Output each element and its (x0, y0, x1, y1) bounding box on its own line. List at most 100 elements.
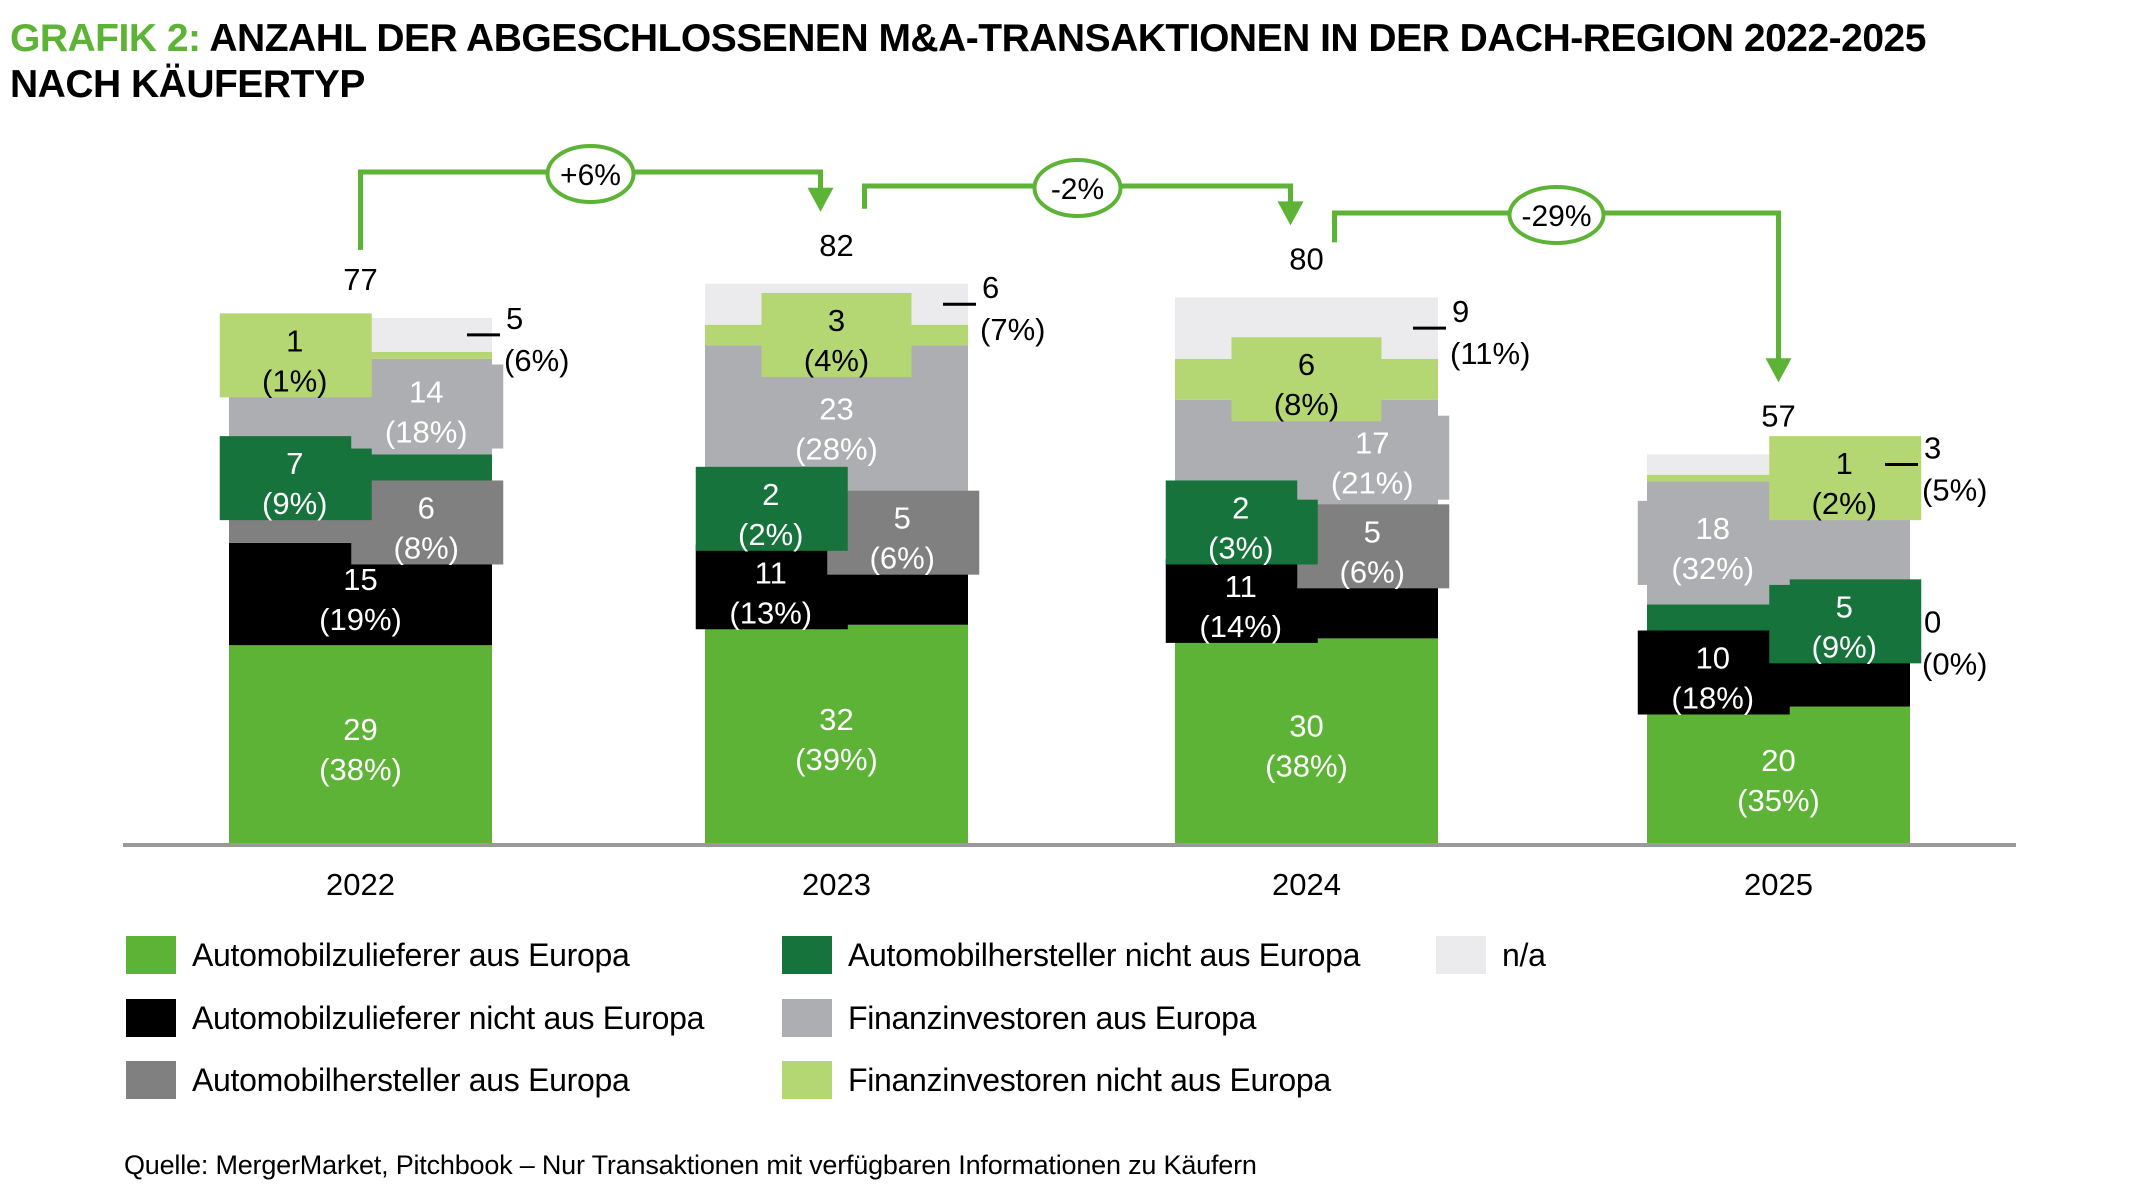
segment-value-label: 9 (1452, 294, 1469, 329)
segment-value-label: 29 (343, 712, 377, 747)
segment-value-label: 23 (819, 392, 853, 427)
labels-layer: 29(38%)15(19%)6(8%)7(9%)14(18%)1(1%)5(6%… (219, 228, 1987, 818)
x-tick-label: 2023 (802, 867, 871, 902)
segment-percent-label: (9%) (1812, 629, 1877, 664)
x-tick-label: 2022 (326, 867, 395, 902)
change-badge (545, 144, 636, 204)
legend-swatch (782, 936, 832, 974)
arrow-head-icon (1765, 358, 1792, 383)
segment-value-label: 2 (762, 477, 779, 512)
segment-value-label: 1 (286, 323, 303, 358)
segment-percent-label: (2%) (738, 517, 803, 552)
segment-value-label: 17 (1355, 426, 1389, 461)
segment-value-label: 11 (1225, 569, 1257, 604)
segment-percent-label: (35%) (1737, 783, 1820, 818)
chart-title-line2: NACH KÄUFERTYP (10, 63, 365, 106)
segment-percent-label: (4%) (804, 343, 869, 378)
legend-label: Automobilzulieferer nicht aus Europa (192, 999, 705, 1036)
segment-percent-label: (18%) (385, 415, 468, 450)
segment-percent-label: (8%) (1274, 387, 1339, 422)
legend-swatch (782, 999, 832, 1037)
label-box (1769, 436, 1922, 521)
legend-swatch (126, 1061, 176, 1099)
legend-label: Automobilhersteller aus Europa (192, 1061, 630, 1098)
segment-value-label: 20 (1761, 743, 1795, 778)
legend-swatch (126, 999, 176, 1037)
source-note: Quelle: MergerMarket, Pitchbook – Nur Tr… (124, 1150, 1257, 1180)
label-box (695, 466, 848, 551)
label-box (1231, 337, 1382, 422)
label-box (219, 436, 372, 521)
x-tick-labels: 2022 2023 2024 2025 (326, 867, 1813, 902)
label-box (695, 545, 848, 630)
label-box (1637, 500, 1790, 585)
total-label: 57 (1761, 398, 1795, 433)
change-badge (1032, 158, 1123, 218)
change-connectors-layer: +6% -2% -29% (358, 144, 1792, 383)
legend-item: Automobilhersteller nicht aus Europa (782, 935, 1360, 975)
legend-item: Automobilzulieferer aus Europa (126, 935, 630, 975)
label-box (827, 490, 980, 575)
arrow-head-icon (807, 187, 834, 212)
segment-value-label: 15 (343, 562, 377, 597)
segment-value-label: 10 (1696, 641, 1730, 676)
label-box (1297, 415, 1450, 500)
bar-segment (1647, 706, 1910, 843)
label-box (761, 292, 912, 377)
segment-value-label: 32 (819, 702, 853, 737)
segment-value-label: 3 (828, 303, 845, 338)
change-label: -29% (1521, 200, 1591, 233)
segment-value-label: 6 (1298, 347, 1315, 382)
total-label: 82 (819, 228, 853, 263)
segment-value-label: 11 (755, 555, 787, 590)
change-label: +6% (560, 159, 621, 192)
segment-value-label: 5 (894, 501, 911, 536)
segment-percent-label: (1%) (262, 363, 327, 398)
legend-label: Automobilzulieferer aus Europa (192, 936, 630, 973)
segment-percent-label: (5%) (1922, 472, 1987, 507)
segment-percent-label: (0%) (1922, 646, 1987, 681)
segment-percent-label: (9%) (262, 486, 327, 521)
label-box (351, 480, 504, 565)
segment-value-label: 5 (1364, 514, 1381, 549)
label-box (1297, 504, 1450, 589)
segment-value-label: 14 (409, 375, 443, 410)
chart-title-prefix: GRAFIK 2: (10, 17, 201, 60)
x-tick-label: 2024 (1272, 867, 1341, 902)
bar-segment (705, 624, 968, 843)
label-box (219, 313, 372, 398)
segment-percent-label: (21%) (1331, 466, 1414, 501)
segment-percent-label: (39%) (795, 742, 878, 777)
segment-value-label: 6 (418, 490, 435, 525)
segment-percent-label: (6%) (504, 343, 569, 378)
segment-percent-label: (3%) (1208, 530, 1273, 565)
change-label: -2% (1051, 173, 1104, 206)
segment-percent-label: (38%) (1265, 749, 1348, 784)
chart-title-line1: ANZAHL DER ABGESCHLOSSENEN M&A-TRANSAKTI… (200, 17, 1926, 60)
segment-percent-label: (19%) (319, 602, 402, 637)
legend-swatch (126, 936, 176, 974)
legend-label: Finanzinvestoren aus Europa (848, 999, 1257, 1036)
label-box (351, 364, 504, 449)
arrow-head-icon (1277, 201, 1304, 226)
segment-value-label: 5 (506, 301, 523, 336)
total-label: 77 (343, 262, 377, 297)
bar-segment (229, 645, 492, 843)
bar-segment (1175, 638, 1438, 843)
stacked-bar-chart: 29(38%)15(19%)6(8%)7(9%)14(18%)1(1%)5(6%… (123, 144, 2016, 902)
change-badge (1507, 185, 1606, 245)
x-tick-label: 2025 (1744, 867, 1813, 902)
label-box (1769, 579, 1922, 664)
segment-percent-label: (32%) (1671, 551, 1754, 586)
label-box (1637, 630, 1790, 715)
segment-percent-label: (14%) (1199, 609, 1282, 644)
legend-label: n/a (1502, 936, 1546, 973)
segment-value-label: 1 (1836, 446, 1853, 481)
segment-percent-label: (11%) (1450, 336, 1530, 371)
segment-percent-label: (7%) (980, 312, 1045, 347)
legend-swatch (1436, 936, 1486, 974)
segment-value-label: 3 (1924, 430, 1941, 465)
segment-value-label: 0 (1924, 604, 1941, 639)
total-label: 80 (1289, 241, 1323, 276)
legend-item: Finanzinvestoren nicht aus Europa (782, 1060, 1331, 1100)
